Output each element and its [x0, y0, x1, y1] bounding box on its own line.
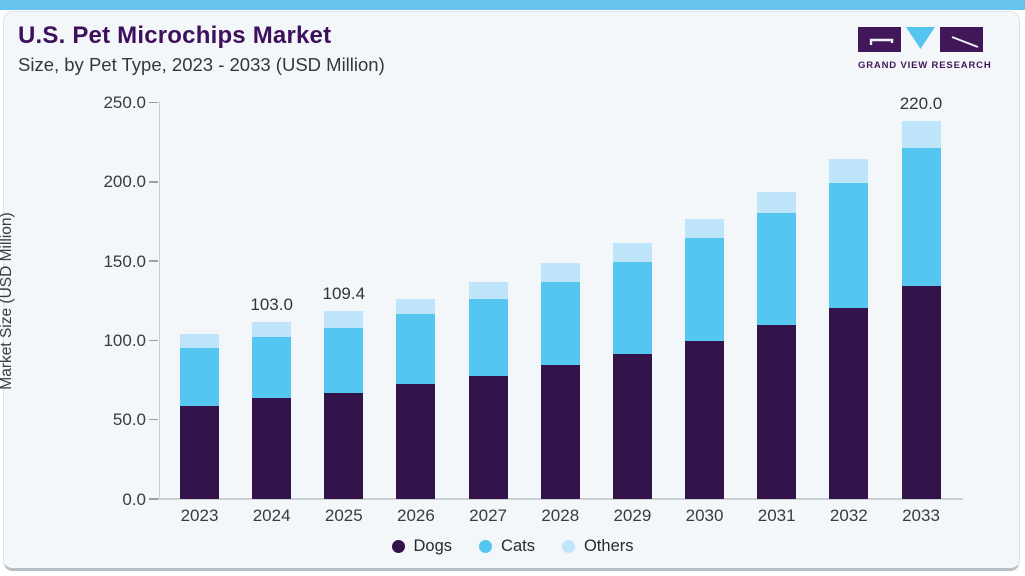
bar-segment-cats-2029 [612, 261, 652, 354]
bar-segment-cats-2023 [180, 347, 219, 406]
bar-segment-dogs-2031 [757, 324, 797, 499]
bar-segment-others-2029 [612, 243, 652, 262]
bar-segment-cats-2033 [901, 148, 941, 287]
bar-segment-cats-2024 [252, 337, 292, 399]
bar-segment-dogs-2029 [612, 354, 652, 499]
x-tick-label-2027: 2027 [469, 506, 507, 525]
x-tick-label-2033: 2033 [902, 506, 940, 525]
logo-right-block [940, 27, 983, 52]
x-tick-label-2032: 2032 [829, 506, 868, 525]
bar-segment-others-2033 [901, 121, 941, 148]
y-tick-mark [149, 498, 158, 500]
logo-r-glyph [951, 36, 979, 48]
bar-segment-dogs-2024 [252, 398, 292, 499]
y-tick-label: 200.0 [103, 172, 146, 192]
legend-label-others: Others [583, 537, 634, 555]
bar-segment-cats-2025 [324, 327, 364, 394]
bar-segment-others-2030 [685, 219, 725, 239]
x-tick-label-2028: 2028 [541, 506, 580, 525]
y-tick-mark [149, 101, 158, 104]
x-tick-label-2029: 2029 [613, 506, 652, 525]
bar-segment-cats-2031 [757, 212, 797, 325]
legend-item-cats: Cats [479, 537, 535, 556]
x-tick-label-2031: 2031 [757, 506, 796, 525]
bar-segment-dogs-2033 [901, 286, 941, 499]
chart-legend: Dogs Cats Others [0, 537, 1025, 556]
x-tick-label-2030: 2030 [685, 506, 724, 525]
x-axis-line [158, 498, 963, 500]
bar-segment-cats-2028 [540, 281, 580, 366]
bar-segment-others-2027 [468, 282, 508, 300]
y-tick-label: 250.0 [103, 93, 146, 113]
x-tick-label-2024: 2024 [252, 506, 291, 525]
bar-segment-others-2024 [252, 322, 292, 338]
bar-segment-cats-2026 [396, 314, 436, 385]
data-label-2024: 103.0 [250, 295, 293, 315]
y-tick-label: 100.0 [103, 330, 146, 350]
bar-segment-others-2028 [540, 263, 580, 282]
y-axis-line [158, 101, 160, 499]
y-tick-mark [149, 339, 158, 342]
bar-segment-others-2032 [829, 159, 869, 183]
x-tick-label-2023: 2023 [180, 506, 219, 525]
legend-item-dogs: Dogs [391, 537, 453, 556]
legend-dot-cats [479, 540, 493, 553]
bar-segment-dogs-2028 [540, 365, 580, 499]
bar-segment-cats-2027 [468, 299, 508, 376]
bar-segment-others-2026 [396, 299, 436, 315]
legend-label-cats: Cats [501, 537, 535, 555]
y-tick-label: 0.0 [122, 489, 146, 509]
bar-segment-dogs-2025 [324, 393, 364, 499]
top-accent-bar [0, 0, 1025, 10]
bar-segment-dogs-2032 [829, 307, 869, 499]
bar-segment-cats-2032 [829, 182, 869, 308]
y-tick-mark [149, 181, 158, 183]
bar-segment-dogs-2023 [180, 405, 219, 499]
legend-label-dogs: Dogs [413, 537, 453, 555]
y-tick-mark [149, 418, 158, 421]
legend-dot-dogs [391, 540, 405, 553]
logo-brand-text: GRAND VIEW RESEARCH [858, 60, 992, 71]
x-tick-label-2026: 2026 [397, 506, 435, 525]
x-tick-label-2025: 2025 [324, 506, 363, 525]
bar-segment-others-2031 [757, 191, 797, 213]
y-tick-mark [149, 260, 158, 262]
grand-view-research-logo: GRAND VIEW RESEARCH [858, 27, 992, 71]
bar-segment-dogs-2026 [396, 384, 436, 499]
bar-segment-dogs-2027 [468, 375, 508, 499]
logo-g-glyph [869, 38, 894, 45]
legend-item-others: Others [561, 537, 634, 556]
data-label-2033: 220.0 [899, 94, 943, 114]
data-label-2025: 109.4 [322, 284, 366, 304]
y-tick-label: 150.0 [103, 251, 146, 271]
bar-segment-others-2025 [324, 311, 364, 328]
y-tick-label: 50.0 [112, 410, 146, 430]
chart-title: U.S. Pet Microchips Market [18, 22, 332, 49]
bar-segment-cats-2030 [685, 238, 725, 341]
logo-v-triangle [906, 27, 935, 49]
legend-dot-others [561, 540, 575, 553]
bar-segment-dogs-2030 [685, 340, 725, 499]
chart-subtitle: Size, by Pet Type, 2023 - 2033 (USD Mill… [18, 54, 385, 75]
y-axis-title: Market Size (USD Million) [0, 212, 15, 390]
bar-segment-others-2023 [180, 334, 219, 348]
